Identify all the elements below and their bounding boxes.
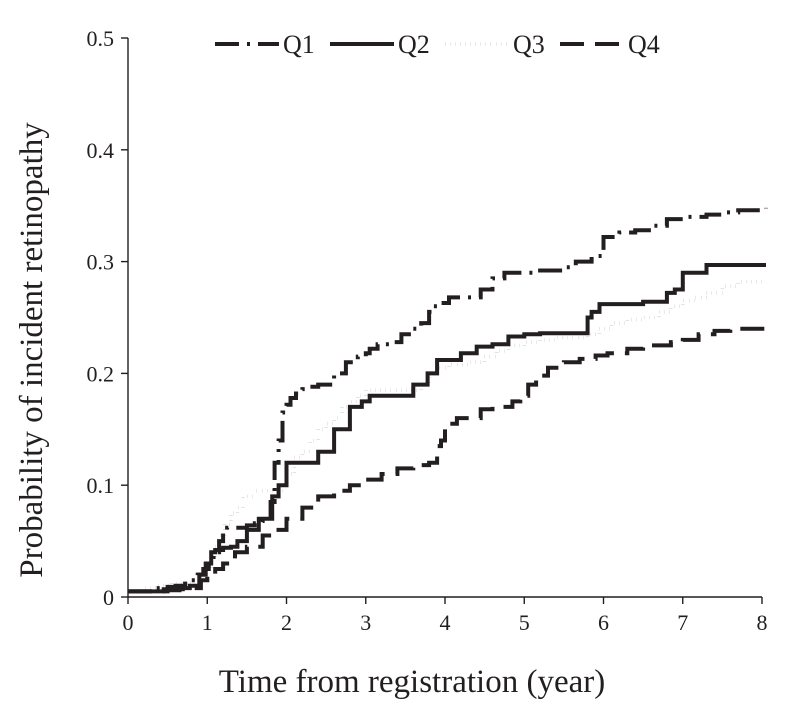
y-ticks: 0 0.1 0.2 0.3 0.4 0.5 (87, 26, 128, 610)
x-tick-label: 3 (360, 610, 371, 635)
x-tick-label: 5 (519, 610, 530, 635)
y-tick-label: 0.2 (87, 361, 115, 386)
legend-label-q4: Q4 (628, 30, 660, 59)
x-tick-label: 8 (757, 610, 768, 635)
plot-area (128, 207, 768, 594)
legend-label-q3: Q3 (513, 30, 545, 59)
x-tick-label: 2 (281, 610, 292, 635)
legend-label-q2: Q2 (398, 30, 430, 59)
y-tick-label: 0.5 (87, 26, 115, 51)
x-axis-title: Time from registration (year) (219, 664, 605, 700)
legend-label-q1: Q1 (283, 30, 315, 59)
y-tick-label: 0.4 (87, 138, 115, 163)
x-tick-label: 0 (123, 610, 134, 635)
y-tick-label: 0.1 (87, 473, 115, 498)
legend: Q1 Q2 Q3 Q4 (215, 30, 660, 59)
y-tick-label: 0 (103, 585, 114, 610)
x-tick-label: 4 (440, 610, 451, 635)
x-tick-label: 6 (598, 610, 609, 635)
series-line-q4 (128, 326, 766, 594)
x-tick-label: 7 (677, 610, 688, 635)
y-axis-title: Probability of incident retinopathy (14, 122, 50, 578)
axes: 0 0.1 0.2 0.3 0.4 0.5 0 1 2 3 4 5 6 7 8 (87, 26, 768, 635)
x-ticks: 0 1 2 3 4 5 6 7 8 (123, 597, 768, 635)
series-line-q2 (128, 263, 766, 594)
series-line-q1 (128, 207, 768, 594)
y-tick-label: 0.3 (87, 250, 115, 275)
x-tick-label: 1 (202, 610, 213, 635)
